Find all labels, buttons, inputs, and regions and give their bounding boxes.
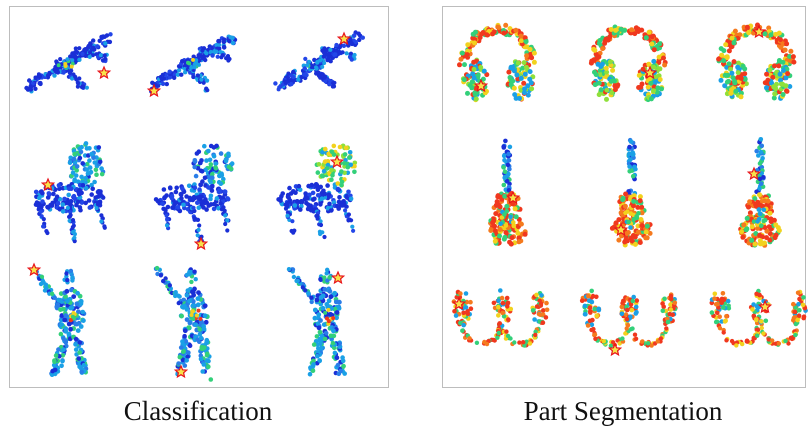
headphones-point-cloud [716,22,797,101]
star-marker-icon [40,177,56,192]
star-marker-icon [330,270,346,285]
airplane-point-cloud [24,32,113,94]
chain-point-cloud [709,288,808,348]
guitar-point-cloud [738,137,782,248]
star-marker-icon [193,236,209,251]
star-marker-icon [746,166,762,181]
airplane-point-cloud [273,30,365,92]
star-marker-icon [473,78,489,93]
chair-point-cloud [33,141,107,244]
star-marker-icon [173,364,189,379]
star-marker-icon [613,222,629,237]
star-marker-icon [146,83,162,98]
star-marker-icon [757,299,773,314]
star-marker-icon [607,342,623,357]
star-marker-icon [96,65,112,80]
airplane-point-cloud [146,34,238,98]
person-point-cloud [286,267,348,377]
star-marker-icon [505,190,521,205]
person-point-cloud [26,262,89,378]
chain-point-cloud [579,288,678,357]
person-point-cloud [153,265,214,382]
chair-point-cloud [276,143,358,240]
star-marker-icon [26,262,42,277]
star-marker-icon [336,31,352,46]
chair-point-cloud [153,143,235,251]
guitar-point-cloud [609,137,653,248]
part-segmentation-caption: Part Segmentation [523,396,723,426]
headphones-point-cloud [457,22,537,103]
classification-caption: Classification [123,396,273,426]
chain-point-cloud [451,288,550,348]
star-marker-icon [642,65,658,80]
star-marker-icon [751,24,767,39]
headphones-point-cloud [588,24,668,103]
guitar-point-cloud [488,138,528,247]
star-marker-icon [451,296,467,311]
star-marker-icon [329,154,345,169]
